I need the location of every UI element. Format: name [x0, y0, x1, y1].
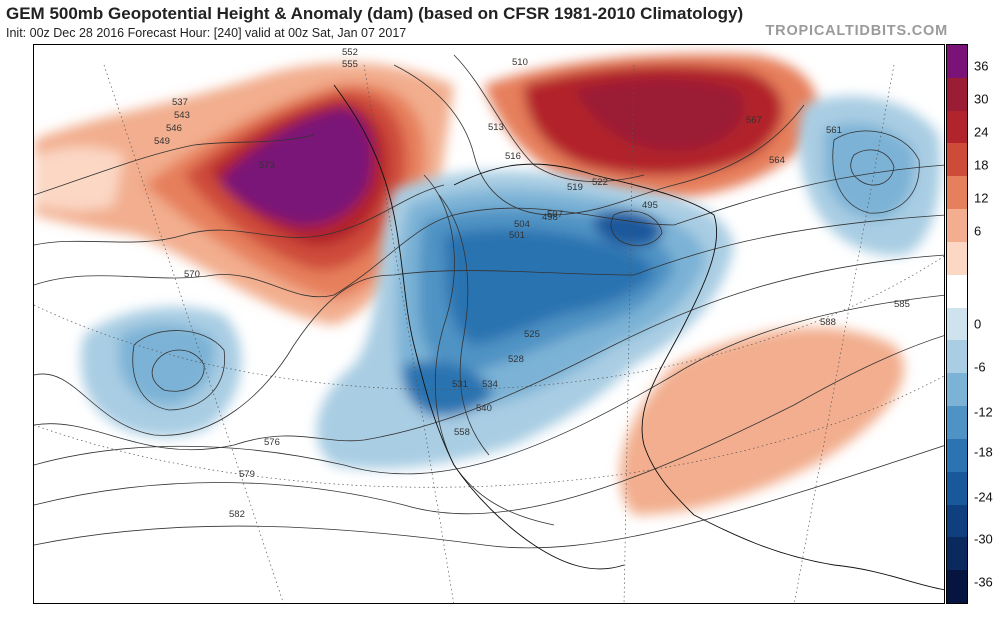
colorbar-cell	[947, 110, 967, 144]
contour-label: 540	[476, 403, 492, 414]
contour-label: 516	[505, 151, 521, 162]
height-contours	[34, 54, 944, 549]
contour-label: 573	[259, 160, 275, 171]
colorbar-labels: 36 30 24 18 12 6 0 -6 -12 -18 -24 -30 -3…	[968, 44, 1000, 604]
contour-label: 531	[452, 379, 468, 390]
colorbar-tick-label: 24	[974, 124, 989, 139]
colorbar-cell	[947, 307, 967, 341]
contour-label: 558	[454, 427, 470, 438]
colorbar-cell	[947, 406, 967, 439]
forecast-info: Init: 00z Dec 28 2016 Forecast Hour: [24…	[6, 26, 407, 40]
colorbar-tick-label: -6	[974, 359, 986, 374]
map-title: GEM 500mb Geopotential Height & Anomaly …	[6, 4, 744, 23]
contour-label: 513	[488, 122, 504, 133]
contour-label: 552	[342, 47, 358, 58]
contour-label: 507	[547, 209, 563, 220]
colorbar-cell	[947, 176, 967, 210]
contour-label: 543	[174, 110, 190, 121]
contour-label: 522	[592, 177, 608, 188]
contour-label: 570	[184, 269, 200, 280]
colorbar-cell	[947, 340, 967, 374]
colorbar-cell	[947, 274, 967, 308]
colorbar-tick-label: -18	[974, 444, 993, 459]
contour-label: 582	[229, 509, 245, 520]
colorbar-cell	[947, 373, 967, 407]
colorbar-cell	[947, 143, 967, 177]
map-canvas: 510 537 543 546 549 552 555 558 561 564 …	[34, 47, 944, 603]
colorbar-cell	[947, 504, 967, 538]
contour-label: 561	[826, 125, 842, 136]
contour-label: 585	[894, 299, 910, 310]
colorbar-cell	[947, 537, 967, 571]
contour-label: 504	[514, 219, 530, 230]
colorbar-tick-label: -12	[974, 404, 993, 419]
contour-label: 495	[642, 200, 658, 211]
brand-watermark: TROPICALTIDBITS.COM	[765, 23, 948, 39]
colorbar-tick-label: 6	[974, 223, 982, 238]
colorbar-tick-label: -36	[974, 574, 993, 589]
contour-label: 537	[172, 97, 188, 108]
colorbar-tick-label: -24	[974, 489, 993, 504]
colorbar-cell	[947, 471, 967, 505]
anomaly-map: 510 537 543 546 549 552 555 558 561 564 …	[33, 44, 945, 604]
contour-label: 588	[820, 317, 836, 328]
contour-label: 564	[769, 155, 785, 166]
contour-label: 510	[512, 57, 528, 68]
colorbar-tick-label: 0	[974, 316, 982, 332]
contour-label: 501	[509, 230, 525, 241]
colorbar-tick-label: 36	[974, 58, 989, 73]
coastlines	[333, 84, 944, 591]
colorbar-tick-label: 12	[974, 190, 989, 205]
positive-anomaly-shading	[34, 53, 905, 515]
colorbar-cell	[947, 241, 967, 275]
contour-label: 528	[508, 354, 524, 365]
contour-label: 549	[154, 136, 170, 147]
colorbar-tick-label: 30	[974, 91, 989, 106]
anomaly-colorbar	[946, 44, 968, 604]
colorbar-tick-label: 18	[974, 157, 989, 172]
colorbar-cell	[947, 438, 967, 472]
contour-label: 576	[264, 437, 280, 448]
colorbar-cell	[947, 570, 967, 604]
contour-label: 546	[166, 123, 182, 134]
contour-label: 498	[542, 212, 558, 223]
contour-labels: 510 537 543 546 549 552 555 558 561 564 …	[154, 47, 910, 520]
colorbar-tick-label: -30	[974, 531, 993, 546]
contour-label: 555	[342, 59, 358, 70]
contour-label: 525	[524, 329, 540, 340]
contour-label: 534	[482, 379, 498, 390]
negative-anomaly-shading	[81, 96, 941, 469]
graticule	[34, 64, 944, 603]
contour-label: 567	[746, 115, 762, 126]
colorbar-cell	[947, 209, 967, 242]
colorbar-cell	[947, 77, 967, 111]
contour-label: 519	[567, 182, 583, 193]
contour-label: 579	[239, 469, 255, 480]
colorbar-cell	[947, 45, 967, 78]
